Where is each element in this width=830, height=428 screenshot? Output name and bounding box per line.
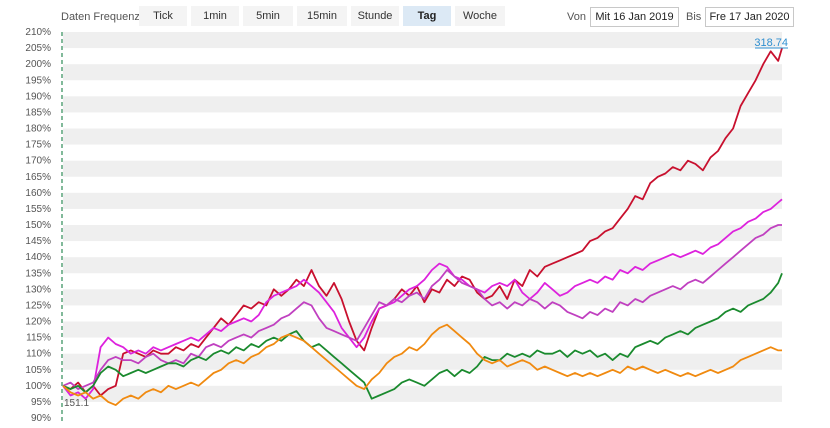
y-tick-label: 145% [25,236,51,247]
freq-button-stunde[interactable]: Stunde [351,6,399,26]
series-lines [62,47,783,407]
y-axis-ticks: 90% 95% 100% 105% 110% 115% 120% 125% 130% 135% 14… [25,27,51,424]
freq-button-woche[interactable]: Woche [455,6,505,26]
y-tick-label: 90% [31,413,51,424]
grid-band [63,225,782,242]
grid-band [63,64,782,81]
frequency-label: Daten Frequenz [61,11,140,23]
grid-band [63,353,782,370]
freq-button-tick[interactable]: Tick [139,6,187,26]
y-tick-label: 130% [25,284,51,295]
series-line [62,224,782,391]
y-tick-label: 185% [25,107,51,118]
grid-band [63,96,782,113]
last-value-label: 318.74 [754,37,788,49]
y-tick-label: 170% [25,156,51,167]
y-tick-label: 165% [25,172,51,183]
y-tick-label: 140% [25,252,51,263]
y-tick-label: 110% [26,349,51,360]
start-value-label: 151.1 [64,398,89,409]
y-tick-label: 160% [25,188,51,199]
freq-button-15min[interactable]: 15min [297,6,347,26]
freq-button-tag[interactable]: Tag [403,6,451,26]
y-tick-label: 155% [25,204,51,215]
toolbar: Daten Frequenz Tick 1min 5min 15min Stun… [0,0,830,32]
grid-band [63,160,782,177]
y-tick-label: 95% [31,397,51,408]
grid-band [63,257,782,274]
grid-band [63,321,782,338]
series-line [62,272,783,400]
from-label: Von [567,11,586,23]
freq-button-1min[interactable]: 1min [191,6,239,26]
to-date-input[interactable]: Fre 17 Jan 2020 [705,7,794,27]
y-tick-label: 150% [25,220,51,231]
y-tick-label: 200% [25,59,51,70]
y-tick-label: 100% [25,381,51,392]
series-line [62,323,782,407]
y-tick-label: 105% [25,365,51,376]
freq-button-5min[interactable]: 5min [243,6,293,26]
y-tick-label: 205% [25,43,51,54]
y-tick-label: 195% [25,75,51,86]
y-tick-label: 120% [25,317,51,328]
y-tick-label: 180% [25,124,51,135]
y-tick-label: 175% [25,140,51,151]
grid-band [63,385,782,402]
y-tick-label: 190% [25,91,51,102]
y-tick-label: 115% [26,333,51,344]
from-date-input[interactable]: Mit 16 Jan 2019 [590,7,679,27]
y-tick-label: 135% [25,268,51,279]
grid-band [63,32,782,49]
grid-band [63,192,782,209]
series-line [62,47,783,397]
y-tick-label: 125% [25,300,51,311]
grid-bands [63,32,782,402]
grid-band [63,128,782,145]
series-line [62,198,783,400]
y-tick-label: 210% [25,27,51,38]
to-label: Bis [686,11,702,23]
